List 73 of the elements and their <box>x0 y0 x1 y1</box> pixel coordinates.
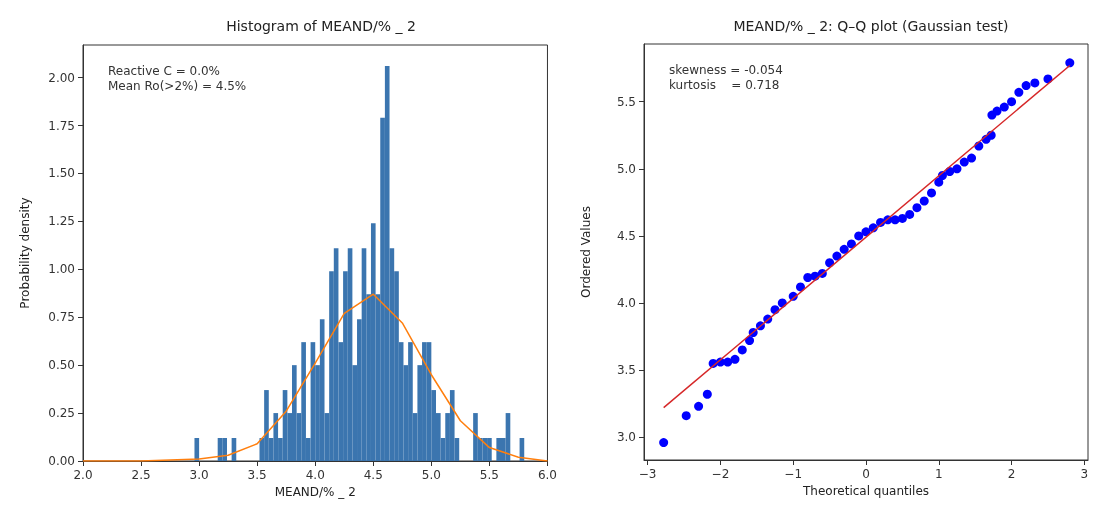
point <box>1021 81 1031 91</box>
annotation: Reactive C = 0.0% <box>108 64 221 78</box>
point <box>1043 74 1053 84</box>
x-tick-label: 2 <box>1007 467 1016 481</box>
point <box>737 345 747 355</box>
point <box>1007 97 1017 107</box>
y-tick-label: 5.0 <box>616 161 636 176</box>
x-tick-label: 3 <box>1080 467 1089 481</box>
y-tick-label: 3.5 <box>616 363 636 378</box>
x-tick-label: 4.5 <box>363 468 383 482</box>
point <box>854 231 864 241</box>
x-tick-label: 2.5 <box>131 468 151 482</box>
point <box>927 188 937 198</box>
y-tick-label: 1.75 <box>48 118 75 133</box>
point <box>959 157 969 167</box>
annotation: Mean Ro(>2%) = 4.5% <box>108 79 247 93</box>
y-tick-label: 5.5 <box>616 94 636 109</box>
x-tick-label: 6.0 <box>537 468 557 482</box>
y-tick-label: 4.5 <box>616 228 636 243</box>
chart-title: MEAND/% _ 2: Q–Q plot (Gaussian test) <box>733 18 1009 34</box>
point <box>999 102 1009 112</box>
y-tick-label: 1.25 <box>48 214 75 229</box>
y-tick-label: 1.00 <box>48 262 75 277</box>
x-tick-label: 2.0 <box>73 468 93 482</box>
point <box>694 401 704 411</box>
point <box>702 389 712 399</box>
x-axis-title: Theoretical quantiles <box>801 483 930 498</box>
y-axis-title: Ordered Values <box>579 206 593 298</box>
annotation: skewness = -0.054 <box>669 63 783 77</box>
point <box>803 273 813 282</box>
x-tick-label: 0 <box>862 467 870 481</box>
point <box>952 164 962 174</box>
point <box>912 203 922 213</box>
point <box>919 196 929 206</box>
point <box>659 438 669 448</box>
y-tick-label: 0.00 <box>48 454 75 468</box>
point <box>681 411 691 421</box>
point <box>846 239 856 249</box>
point <box>839 244 849 254</box>
x-tick-label: 4.0 <box>305 468 325 482</box>
y-tick-label: 1.50 <box>48 166 75 181</box>
y-tick-label: 2.00 <box>48 70 75 85</box>
y-tick-label: 0.50 <box>48 358 75 373</box>
point <box>934 177 944 187</box>
point <box>967 153 977 163</box>
x-axis-title: MEAND/% _ 2 <box>274 484 356 499</box>
point <box>1014 87 1024 97</box>
point <box>1030 78 1040 88</box>
x-tick-label: −2 <box>711 467 730 481</box>
x-tick-label: −3 <box>638 467 657 481</box>
point <box>832 251 842 261</box>
point <box>905 209 915 219</box>
x-tick-label: 1 <box>934 467 943 481</box>
point <box>796 282 805 292</box>
chart-title: Histogram of MEAND/% _ 2 <box>226 18 416 34</box>
x-tick-label: 5.0 <box>421 468 441 482</box>
point <box>897 213 907 223</box>
annotation: kurtosis = 0.718 <box>669 78 780 92</box>
x-tick-label: 5.5 <box>479 468 499 482</box>
y-tick-label: 4.0 <box>616 295 636 310</box>
y-tick-label: 3.0 <box>616 430 636 445</box>
y-tick-label: 0.75 <box>48 310 75 325</box>
point <box>1065 58 1075 68</box>
y-tick-label: 0.25 <box>48 406 75 421</box>
y-axis-title: Probability density <box>18 197 32 309</box>
point <box>730 354 740 364</box>
point <box>992 106 1002 116</box>
point <box>723 357 733 367</box>
x-tick-label: −1 <box>784 467 803 481</box>
x-tick-label: 3.5 <box>247 468 267 482</box>
x-tick-label: 3.0 <box>189 468 209 482</box>
point <box>745 336 755 346</box>
point <box>825 258 835 268</box>
